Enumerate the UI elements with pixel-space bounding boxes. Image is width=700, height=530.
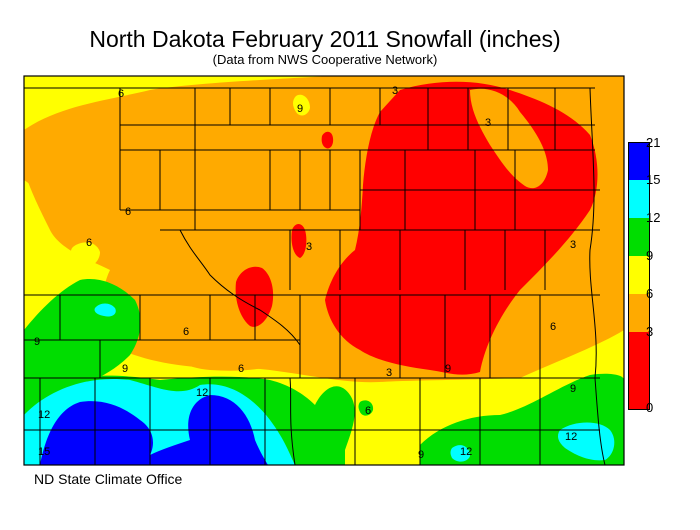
legend-swatch-9-12: [629, 218, 649, 257]
legend-tick: 9: [646, 248, 654, 263]
contour-label: 3: [306, 241, 312, 253]
legend-colorbar: [628, 142, 650, 410]
contour-label: 12: [565, 431, 577, 443]
zone-blue-sw: [40, 395, 268, 465]
contour-label: 12: [196, 387, 208, 399]
zone-orange-hole: [470, 88, 548, 189]
contour-label: 3: [485, 117, 491, 129]
legend-tick: 0: [646, 400, 654, 415]
contour-label: 12: [38, 409, 50, 421]
legend-tick: 12: [646, 210, 661, 225]
legend-swatch-3-6: [629, 294, 649, 333]
zone-red-spot-2: [291, 224, 307, 258]
map-subtitle: (Data from NWS Cooperative Network): [212, 52, 438, 67]
contour-label: 9: [570, 383, 576, 395]
zone-green-spot: [358, 400, 374, 416]
contour-label: 12: [460, 446, 472, 458]
legend-tick: 21: [646, 135, 661, 150]
zone-red-spot-3: [321, 131, 334, 149]
zone-orange-west: [24, 126, 150, 240]
contour-labels: 6 3 9 3 6 6 3 3 6 9 6 9 9 12 12 15 6 9 1…: [34, 85, 577, 461]
zone-cyan-southeast: [557, 422, 615, 461]
zone-cyan-small: [450, 445, 470, 462]
contour-label: 3: [570, 239, 576, 251]
contour-label: 6: [365, 405, 371, 417]
contour-label: 6: [118, 88, 124, 100]
zone-red-spot-1: [235, 266, 274, 327]
legend-tick: 3: [646, 324, 654, 339]
legend-swatch-6-9: [629, 256, 649, 295]
contour-label: 3: [386, 367, 392, 379]
zone-cyan-spot: [94, 303, 116, 317]
contour-label: 9: [445, 363, 451, 375]
contour-label: 3: [392, 85, 398, 97]
zone-yellow-pocket-2: [70, 242, 100, 269]
contour-label: 9: [34, 336, 40, 348]
county-boundaries: [23, 75, 625, 466]
legend-tick: 15: [646, 172, 661, 187]
contour-label: 6: [550, 321, 556, 333]
contour-label: 6: [238, 363, 244, 375]
contour-label: 6: [86, 237, 92, 249]
zone-yellow-pocket: [293, 94, 310, 116]
contour-label: 6: [125, 206, 131, 218]
contour-label: 9: [418, 449, 424, 461]
contour-label: 9: [122, 363, 128, 375]
legend-swatch-0-3: [629, 332, 649, 409]
legend-swatch-12-15: [629, 180, 649, 219]
map-title: North Dakota February 2011 Snowfall (inc…: [89, 26, 561, 52]
legend-tick: 6: [646, 286, 654, 301]
contour-label: 6: [183, 326, 189, 338]
credit-text: ND State Climate Office: [34, 471, 183, 487]
zone-orange-south: [160, 328, 285, 371]
contour-label: 15: [38, 446, 50, 458]
contour-label: 9: [297, 103, 303, 115]
legend-swatch-15-21: [629, 143, 649, 181]
